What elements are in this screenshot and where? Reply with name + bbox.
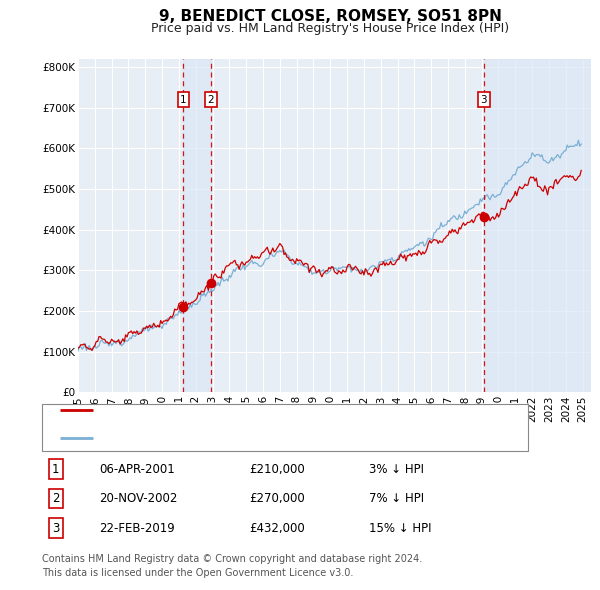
Text: 3% ↓ HPI: 3% ↓ HPI [369,463,424,476]
Text: 9, BENEDICT CLOSE, ROMSEY, SO51 8PN (detached house): 9, BENEDICT CLOSE, ROMSEY, SO51 8PN (det… [99,405,428,415]
Text: 3: 3 [481,94,487,104]
Bar [484,59,591,392]
Text: 7% ↓ HPI: 7% ↓ HPI [369,492,424,505]
Text: 2: 2 [208,94,214,104]
Text: 1: 1 [52,463,59,476]
Text: Contains HM Land Registry data © Crown copyright and database right 2024.
This d: Contains HM Land Registry data © Crown c… [42,555,422,578]
Text: 3: 3 [52,522,59,535]
Text: 20-NOV-2002: 20-NOV-2002 [99,492,178,505]
Text: 22-FEB-2019: 22-FEB-2019 [99,522,175,535]
Text: 15% ↓ HPI: 15% ↓ HPI [369,522,431,535]
Text: HPI: Average price, detached house, Test Valley: HPI: Average price, detached house, Test… [99,434,364,443]
Text: Price paid vs. HM Land Registry's House Price Index (HPI): Price paid vs. HM Land Registry's House … [151,22,509,35]
Text: £210,000: £210,000 [249,463,305,476]
Bar [184,59,211,392]
Text: £432,000: £432,000 [249,522,305,535]
Text: 1: 1 [180,94,187,104]
Text: £270,000: £270,000 [249,492,305,505]
Text: 2: 2 [52,492,59,505]
Text: 9, BENEDICT CLOSE, ROMSEY, SO51 8PN: 9, BENEDICT CLOSE, ROMSEY, SO51 8PN [158,9,502,24]
Text: 06-APR-2001: 06-APR-2001 [99,463,175,476]
